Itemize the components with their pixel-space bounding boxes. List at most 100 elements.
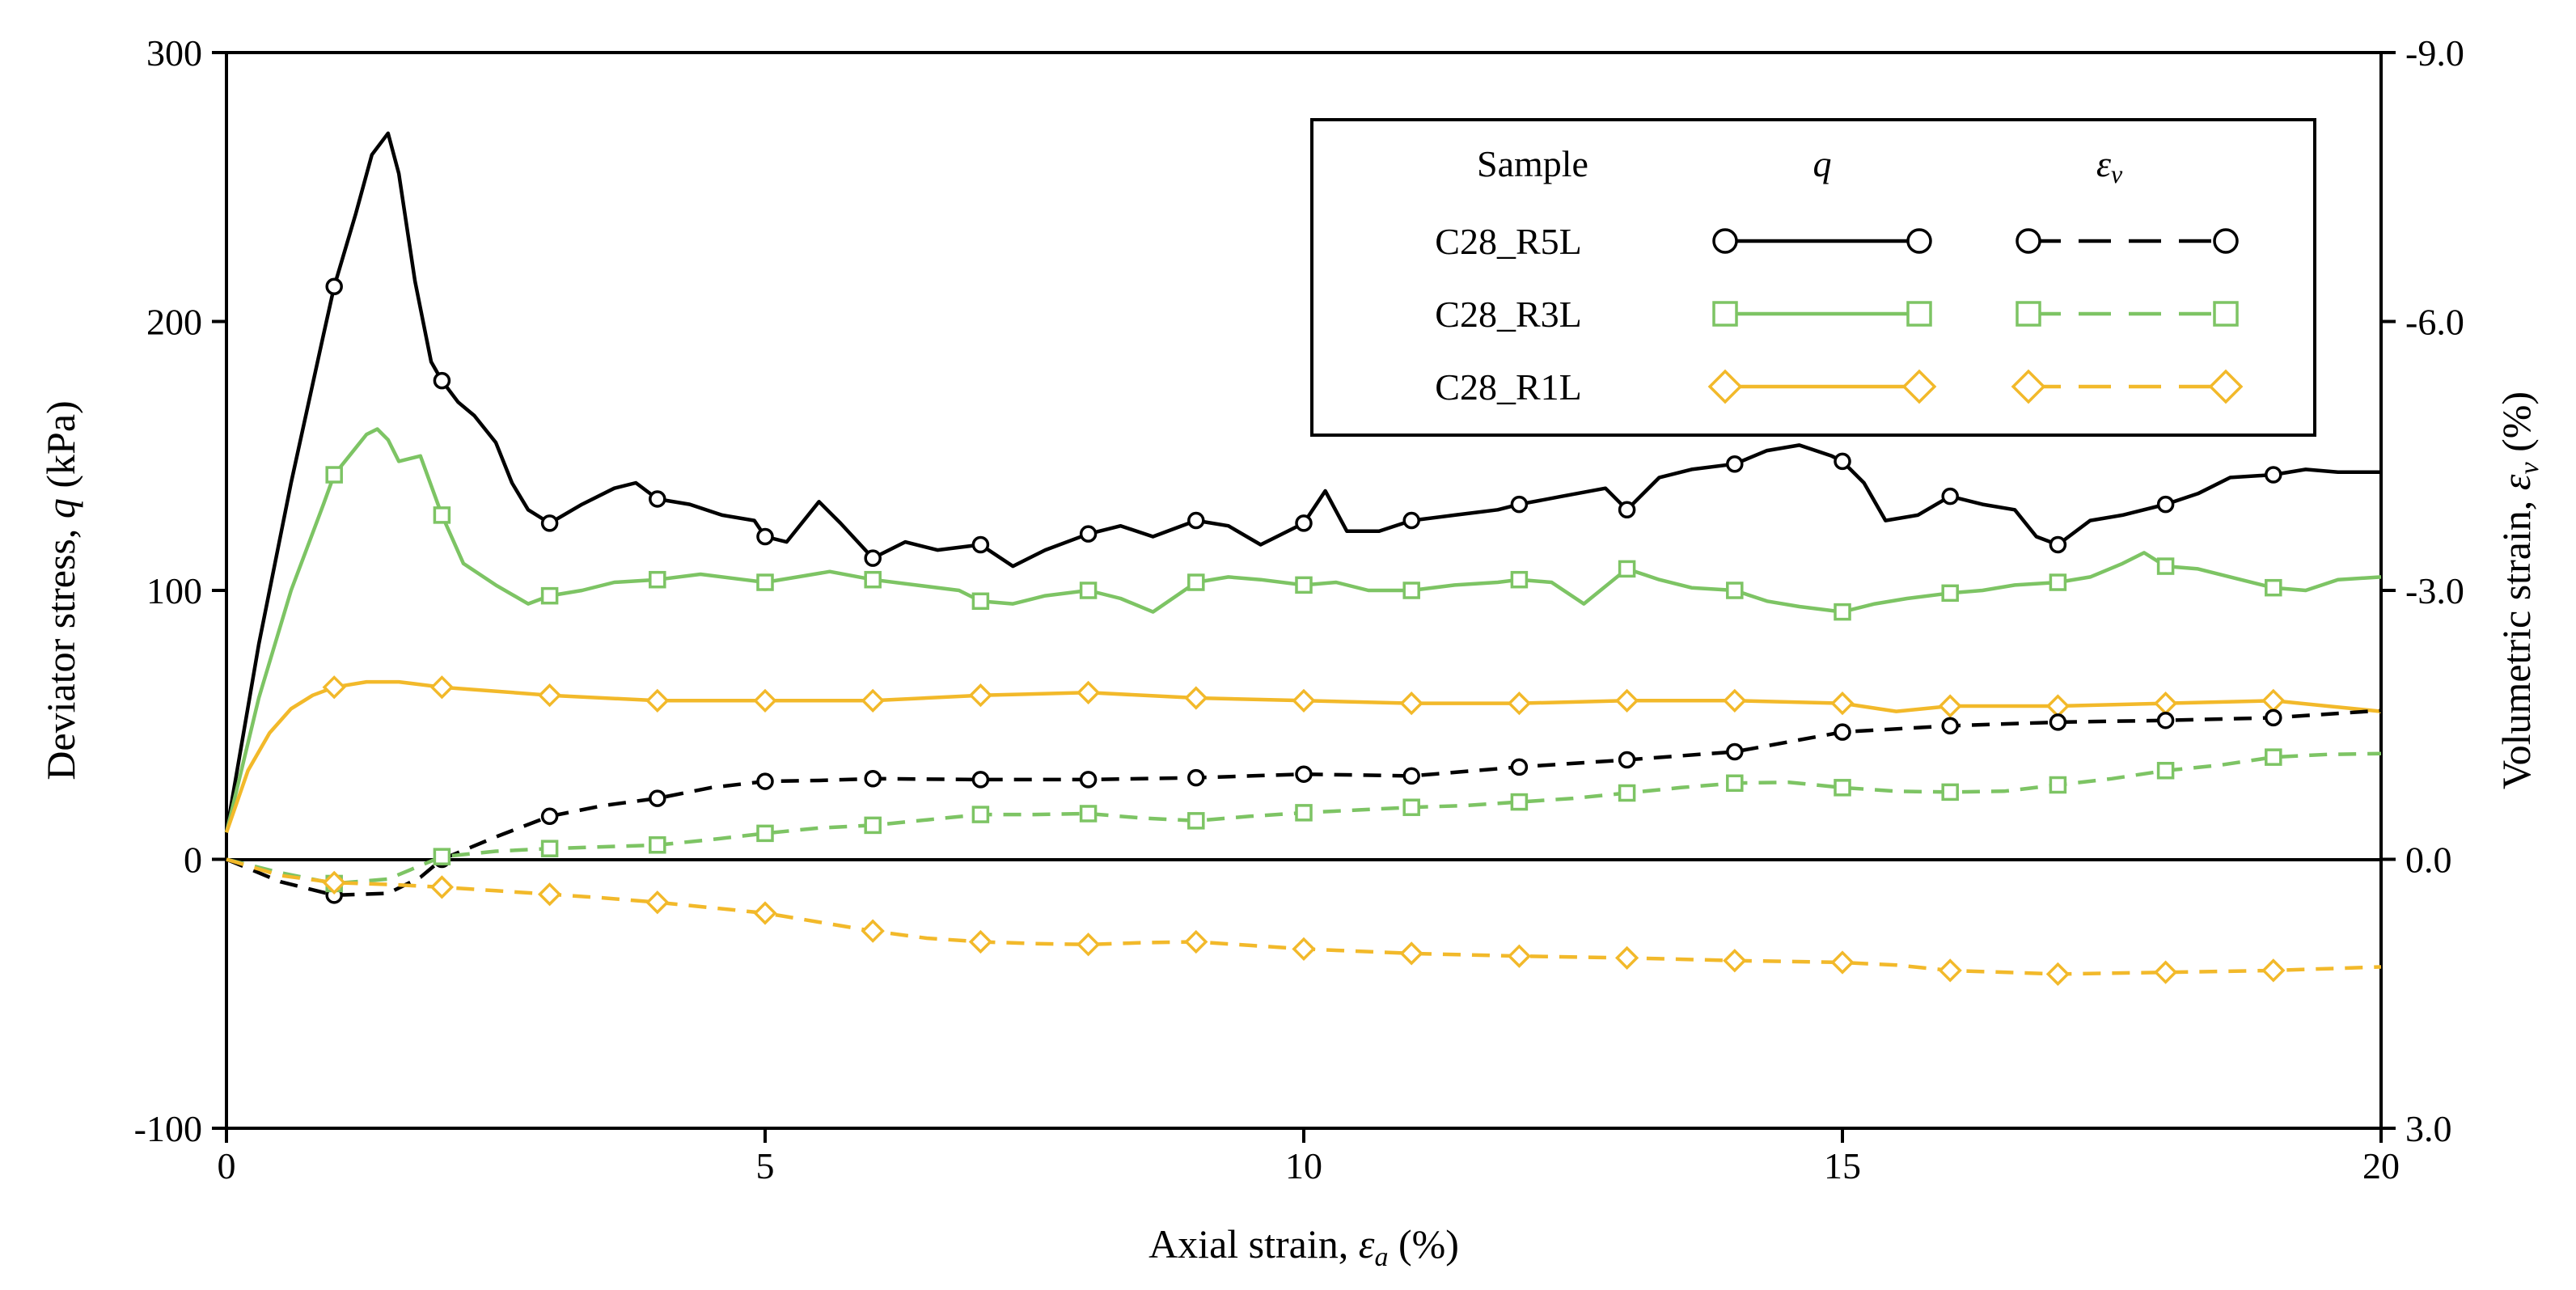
data-point — [645, 688, 670, 713]
data-point — [1510, 495, 1529, 514]
data-point — [537, 683, 562, 708]
data-point — [322, 870, 346, 895]
right-y-tick-label: 3.0 — [2405, 1108, 2452, 1149]
data-point — [649, 490, 666, 508]
data-point — [971, 592, 990, 611]
data-point — [2261, 688, 2286, 713]
data-point — [1614, 688, 1639, 713]
data-point — [2265, 578, 2282, 597]
data-point — [753, 901, 777, 925]
data-point — [2265, 748, 2282, 766]
data-point — [540, 586, 559, 605]
data-point — [1941, 584, 1959, 603]
data-point — [1834, 452, 1851, 471]
data-point — [1618, 751, 1636, 769]
x-tick-label: 10 — [1285, 1145, 1322, 1186]
data-point — [1830, 950, 1855, 975]
data-point — [1079, 525, 1098, 543]
data-point — [1399, 941, 1423, 966]
data-point — [1184, 929, 1208, 954]
legend-header-ev: εv — [2096, 143, 2123, 188]
data-point — [971, 771, 990, 789]
data-point — [1723, 949, 1747, 973]
left-y-tick-label: 100 — [146, 570, 202, 611]
series-c28_r5l-q — [224, 131, 2381, 833]
data-point — [1618, 560, 1636, 578]
x-axis-ticks: 0 5 10 15 20 — [218, 1128, 2400, 1186]
right-y-tick-label: -6.0 — [2405, 302, 2464, 343]
data-point — [756, 824, 774, 843]
data-point — [756, 527, 774, 546]
left-y-axis-ticks: -100 0 100 200 300 — [134, 32, 226, 1149]
data-point — [1726, 774, 1744, 793]
legend-row: C28_R1L — [1435, 366, 2244, 408]
data-point — [864, 816, 882, 835]
legend-marker-q-start — [1712, 228, 1738, 254]
data-point — [2049, 573, 2067, 591]
data-point — [1834, 603, 1851, 621]
data-point — [1723, 688, 1747, 713]
data-point — [1402, 798, 1420, 816]
data-point — [429, 875, 455, 899]
legend-marker-ev-end — [2208, 369, 2244, 404]
data-point — [433, 371, 451, 390]
data-point — [1399, 692, 1423, 716]
series-c28_r1l-q — [224, 675, 2382, 834]
data-point — [2156, 762, 2175, 780]
data-point — [1402, 582, 1420, 599]
data-point — [2261, 958, 2286, 983]
data-point — [433, 506, 451, 524]
data-point — [325, 466, 343, 484]
data-point — [1614, 945, 1639, 971]
legend-row: C28_R3L — [1435, 294, 2239, 335]
data-point — [1184, 686, 1208, 710]
data-point — [1187, 573, 1205, 591]
data-point — [2045, 962, 2071, 986]
data-point — [968, 683, 993, 708]
right-y-tick-label: -9.0 — [2405, 32, 2464, 74]
data-point — [1834, 723, 1851, 741]
data-point — [971, 535, 990, 554]
series-c28_r3l-q — [224, 427, 2382, 833]
data-point — [2045, 694, 2071, 718]
data-point — [1510, 570, 1529, 589]
data-point — [429, 675, 455, 700]
series-c28_r1l-ev — [226, 857, 2382, 986]
data-point — [864, 570, 882, 589]
data-point — [325, 277, 343, 296]
data-point — [2156, 495, 2175, 514]
legend-marker-q-start — [1712, 301, 1738, 327]
left-y-tick-label: -100 — [134, 1108, 202, 1149]
data-point — [753, 688, 777, 713]
data-point — [1295, 804, 1313, 822]
data-point — [1726, 742, 1744, 761]
left-y-axis-title: Deviator stress, q (kPa) — [38, 400, 83, 780]
data-point — [1507, 692, 1532, 716]
legend-header-sample: Sample — [1477, 143, 1588, 184]
data-point — [2156, 557, 2175, 575]
data-point — [1510, 758, 1529, 776]
data-point — [1076, 933, 1101, 957]
series-layer — [224, 131, 2382, 986]
data-point — [1187, 768, 1205, 787]
data-point — [756, 772, 774, 790]
data-point — [1510, 793, 1529, 811]
data-point — [1295, 765, 1313, 783]
legend-label: C28_R5L — [1435, 221, 1581, 262]
x-tick-label: 20 — [2362, 1145, 2400, 1186]
data-point — [1618, 501, 1636, 518]
data-point — [1187, 511, 1205, 530]
data-point — [540, 807, 559, 826]
data-point — [322, 675, 346, 700]
data-point — [2049, 776, 2067, 794]
x-tick-label: 5 — [756, 1145, 775, 1186]
data-point — [1079, 805, 1098, 823]
legend: Sample q εv C28_R5L C28_R3L C28_R1L — [1310, 118, 2316, 437]
left-y-tick-label: 0 — [184, 840, 202, 881]
legend-label: C28_R3L — [1435, 294, 1581, 335]
data-point — [1941, 783, 1959, 801]
data-point — [2265, 466, 2282, 484]
legend-box — [1310, 118, 2316, 437]
data-point — [645, 890, 670, 915]
